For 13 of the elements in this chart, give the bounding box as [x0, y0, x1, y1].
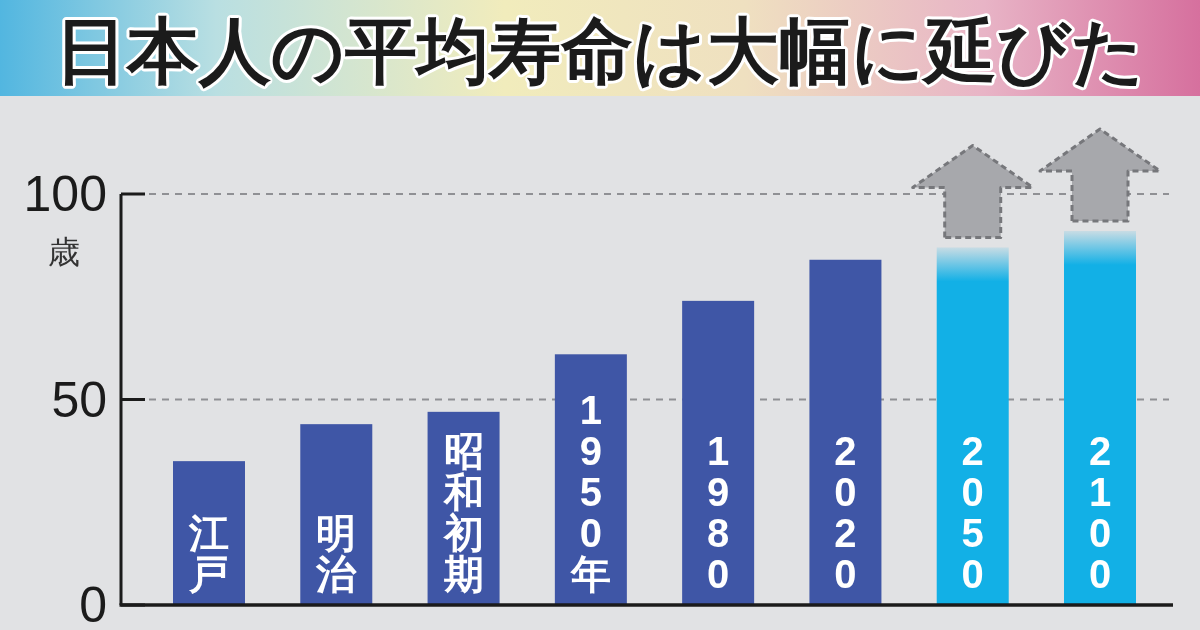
- x-tick-label: 2100: [1088, 429, 1112, 596]
- y-tick-label: 100: [23, 166, 107, 222]
- y-tick-label: 50: [51, 371, 107, 428]
- y-tick-label: 0: [79, 577, 107, 630]
- chart-title: 日本人の平均寿命は大幅に延びた: [55, 11, 1145, 91]
- x-tick-label: 2050: [961, 429, 984, 596]
- x-tick-label: 2020: [834, 429, 857, 596]
- x-tick-label: 昭和初期: [441, 429, 484, 596]
- x-tick-label: 1950年: [569, 388, 611, 596]
- x-tick-label: 江戸: [188, 511, 229, 596]
- y-axis-title: 歳: [48, 233, 80, 271]
- x-tick-label: 明治: [315, 511, 358, 596]
- x-tick-label: 1980: [707, 429, 730, 596]
